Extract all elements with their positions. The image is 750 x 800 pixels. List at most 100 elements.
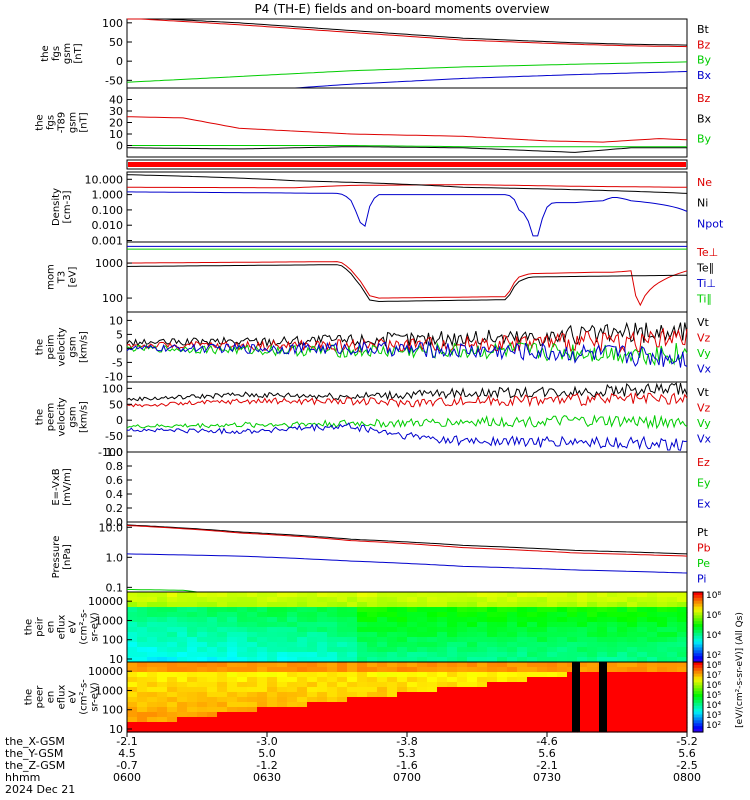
heat-cell <box>457 672 468 678</box>
heat-cell <box>667 632 678 638</box>
heat-cell <box>197 662 208 668</box>
heat-cell <box>427 647 438 653</box>
heat-cell <box>377 592 388 598</box>
heat-cell <box>537 612 548 618</box>
heat-cell <box>487 612 498 618</box>
heat-cell <box>627 602 638 608</box>
heat-cell <box>217 697 228 703</box>
colorbar-step <box>693 676 703 681</box>
heat-cell <box>227 662 238 668</box>
heat-cell <box>337 692 348 698</box>
heat-cell <box>247 707 258 713</box>
heat-cell <box>297 677 308 683</box>
heat-cell <box>657 677 668 683</box>
heat-cell <box>227 667 238 673</box>
heat-cell <box>447 712 458 718</box>
heat-cell <box>527 602 538 608</box>
heat-cell <box>347 687 358 693</box>
heat-cell <box>527 647 538 653</box>
heat-cell <box>367 657 378 663</box>
heat-cell <box>447 697 458 703</box>
heat-cell <box>467 712 478 718</box>
heat-cell <box>177 727 188 733</box>
y-axis-label-line: [km/s] <box>79 331 90 363</box>
heat-cell <box>677 662 688 668</box>
heat-cell <box>237 692 248 698</box>
heat-cell <box>667 612 678 618</box>
heat-cell <box>517 602 528 608</box>
x-tick-label: 5.6 <box>678 747 696 760</box>
heat-cell <box>447 637 458 643</box>
heat-cell <box>647 632 658 638</box>
heat-cell <box>197 652 208 658</box>
heat-cell <box>677 727 688 733</box>
heat-cell <box>377 597 388 603</box>
legend-blue: Vx <box>697 363 712 376</box>
heat-cell <box>357 677 368 683</box>
heat-cell <box>527 612 538 618</box>
heat-cell <box>197 607 208 613</box>
heat-cell <box>657 727 668 733</box>
heat-cell <box>137 612 148 618</box>
heat-cell <box>217 647 228 653</box>
heat-cell <box>357 627 368 633</box>
heat-cell <box>547 642 558 648</box>
heat-cell <box>207 647 218 653</box>
heat-cell <box>187 697 198 703</box>
heat-cell <box>667 647 678 653</box>
colorbar-step <box>693 629 703 634</box>
heat-cell <box>407 627 418 633</box>
heat-cell <box>577 677 588 683</box>
heat-cell <box>137 687 148 693</box>
y-axis-label-line: T3 <box>57 271 68 284</box>
heat-cell <box>627 662 638 668</box>
heat-cell <box>357 592 368 598</box>
heat-cell <box>307 632 318 638</box>
heat-cell <box>387 722 398 728</box>
heat-cell <box>277 652 288 658</box>
heat-cell <box>207 672 218 678</box>
heat-cell <box>647 642 658 648</box>
heat-cell <box>157 637 168 643</box>
heat-cell <box>547 647 558 653</box>
heat-cell <box>447 642 458 648</box>
y-tick-label: -50 <box>105 430 123 443</box>
heat-cell <box>327 697 338 703</box>
heat-cell <box>397 697 408 703</box>
heat-cell <box>197 727 208 733</box>
heat-cell <box>317 622 328 628</box>
heat-cell <box>357 622 368 628</box>
heat-cell <box>587 622 598 628</box>
heat-cell <box>247 652 258 658</box>
heat-cell <box>507 667 518 673</box>
heat-cell <box>517 647 528 653</box>
heat-cell <box>337 597 348 603</box>
heat-cell <box>287 722 298 728</box>
heat-cell <box>147 617 158 623</box>
heat-cell <box>487 637 498 643</box>
heat-cell <box>537 692 548 698</box>
y-axis-label-line: peer <box>35 685 46 709</box>
heat-cell <box>357 602 368 608</box>
heat-cell <box>547 672 558 678</box>
heat-cell <box>457 597 468 603</box>
heat-cell <box>507 617 518 623</box>
heat-cell <box>297 597 308 603</box>
heat-cell <box>267 662 278 668</box>
heat-cell <box>327 617 338 623</box>
heat-cell <box>627 682 638 688</box>
heat-cell <box>477 717 488 723</box>
heat-cell <box>577 712 588 718</box>
heat-cell <box>317 617 328 623</box>
heat-cell <box>557 722 568 728</box>
heat-cell <box>617 702 628 708</box>
heat-cell <box>497 617 508 623</box>
heat-cell <box>157 662 168 668</box>
heat-cell <box>317 612 328 618</box>
heat-cell <box>477 657 488 663</box>
heat-cell <box>437 707 448 713</box>
heat-cell <box>677 602 688 608</box>
heat-cell <box>217 607 228 613</box>
heat-cell <box>417 622 428 628</box>
